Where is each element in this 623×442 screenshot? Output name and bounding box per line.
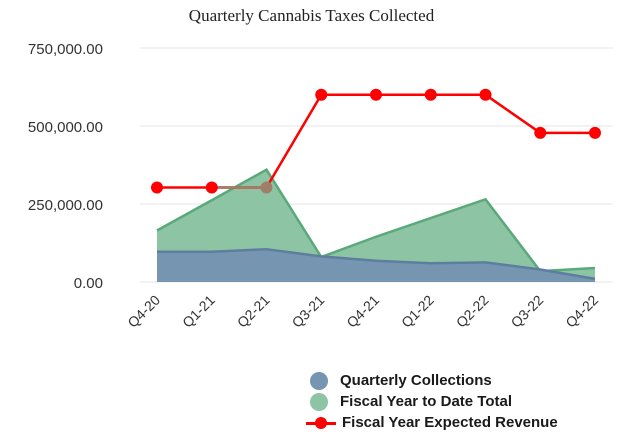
x-tick-label-0: Q4-20 xyxy=(124,292,163,331)
chart-plot: 0.00 250,000.00 500,000.00 750,000.00 Q4-20 Q… xyxy=(28,41,613,331)
line-point-2 xyxy=(260,181,273,194)
legend-item-fiscal-year-to-date-total: Fiscal Year to Date Total xyxy=(306,391,558,412)
x-tick-label-1: Q1-21 xyxy=(179,292,218,331)
x-tick-label-7: Q3-22 xyxy=(508,292,547,331)
x-tick-label-5: Q1-22 xyxy=(398,292,437,331)
area-edge-fiscal-year-to-date-total xyxy=(156,168,596,273)
legend-item-fiscal-year-expected-revenue: Fiscal Year Expected Revenue xyxy=(306,412,558,433)
line-point-4 xyxy=(370,88,382,101)
legend-swatch-fiscal-year-expected-revenue xyxy=(306,414,336,432)
legend-label-quarterly-collections: Quarterly Collections xyxy=(340,372,492,389)
chart-legend: Quarterly Collections Fiscal Year to Dat… xyxy=(306,370,558,433)
y-tick-label-0: 0.00 xyxy=(74,275,103,292)
y-tick-label-2: 500,000.00 xyxy=(28,119,103,136)
legend-label-fiscal-year-to-date-total: Fiscal Year to Date Total xyxy=(340,393,513,410)
legend-swatch-quarterly-collections xyxy=(310,371,328,390)
line-point-6 xyxy=(479,88,492,101)
x-tick-label-8: Q4-22 xyxy=(562,292,601,331)
legend-swatch-fiscal-year-to-date-total xyxy=(310,392,328,411)
y-tick-label-3: 750,000.00 xyxy=(28,41,103,58)
line-fiscal-year-expected-revenue xyxy=(157,93,595,189)
x-tick-label-4: Q4-21 xyxy=(343,292,382,331)
line-point-0 xyxy=(151,181,163,194)
line-point-1 xyxy=(205,181,218,194)
line-point-8 xyxy=(589,126,601,139)
line-point-7 xyxy=(534,126,547,139)
line-point-5 xyxy=(424,88,437,101)
legend-label-fiscal-year-expected-revenue: Fiscal Year Expected Revenue xyxy=(342,414,558,431)
legend-item-quarterly-collections: Quarterly Collections xyxy=(306,370,558,391)
y-tick-label-1: 250,000.00 xyxy=(28,197,103,214)
area-quarterly-collections xyxy=(157,249,595,282)
x-tick-label-6: Q2-22 xyxy=(453,292,492,331)
area-edge-quarterly-collections xyxy=(157,247,596,281)
x-tick-label-3: Q3-21 xyxy=(289,292,328,331)
x-tick-label-2: Q2-21 xyxy=(234,292,273,331)
line-point-3 xyxy=(315,88,328,101)
chart-title: Quarterly Cannabis Taxes Collected xyxy=(188,6,435,25)
